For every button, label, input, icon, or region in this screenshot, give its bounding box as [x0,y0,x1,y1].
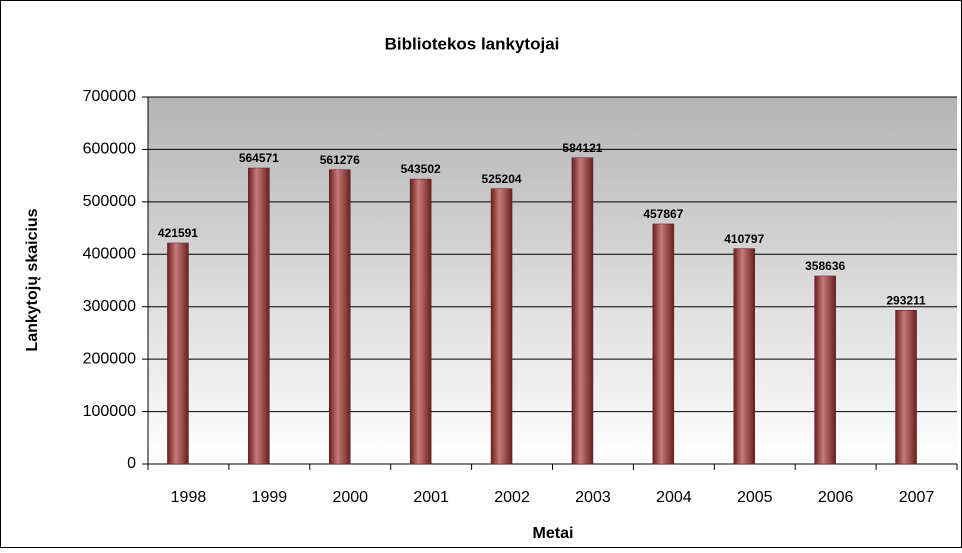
data-label: 543502 [401,162,441,176]
x-tick-label: 2004 [656,489,692,506]
data-label: 410797 [724,232,764,246]
data-label: 525204 [482,172,522,186]
x-tick-label: 2003 [575,489,611,506]
x-tick-label: 2007 [899,489,935,506]
bar [248,167,270,465]
bar [895,310,917,465]
bar [167,242,189,465]
y-tick-label: 400000 [83,246,136,263]
data-label: 293211 [886,293,926,307]
y-tick-label: 600000 [83,141,136,158]
bar [652,223,675,465]
bar [571,157,594,465]
chart-title: Bibliotekos lankytojai [385,34,560,53]
x-tick-label: 2006 [818,489,854,506]
x-tick-label: 2000 [332,489,368,506]
data-label: 457867 [643,207,683,221]
x-tick-label: 2005 [737,489,773,506]
y-tick-label: 300000 [83,298,136,315]
data-label: 584121 [562,141,602,155]
bar [329,169,351,465]
x-tick-label: 2002 [494,489,530,506]
bar [733,248,755,465]
x-tick-label: 1999 [252,489,288,506]
data-label: 564571 [239,151,279,165]
bar [490,188,513,465]
y-tick-label: 100000 [83,403,136,420]
bar [814,275,836,465]
data-label: 358636 [805,259,845,273]
data-label: 421591 [158,226,198,240]
y-tick-label: 700000 [83,88,136,105]
x-tick-label: 1998 [171,489,207,506]
x-tick-label: 2001 [413,489,449,506]
y-tick-label: 500000 [83,193,136,210]
bar [409,178,432,465]
y-axis-label: Lankytojų skaicius [24,208,41,351]
y-tick-label: 0 [127,455,136,472]
x-axis-label: Metai [533,525,574,542]
y-tick-label: 200000 [83,350,136,367]
data-label: 561276 [320,153,360,167]
